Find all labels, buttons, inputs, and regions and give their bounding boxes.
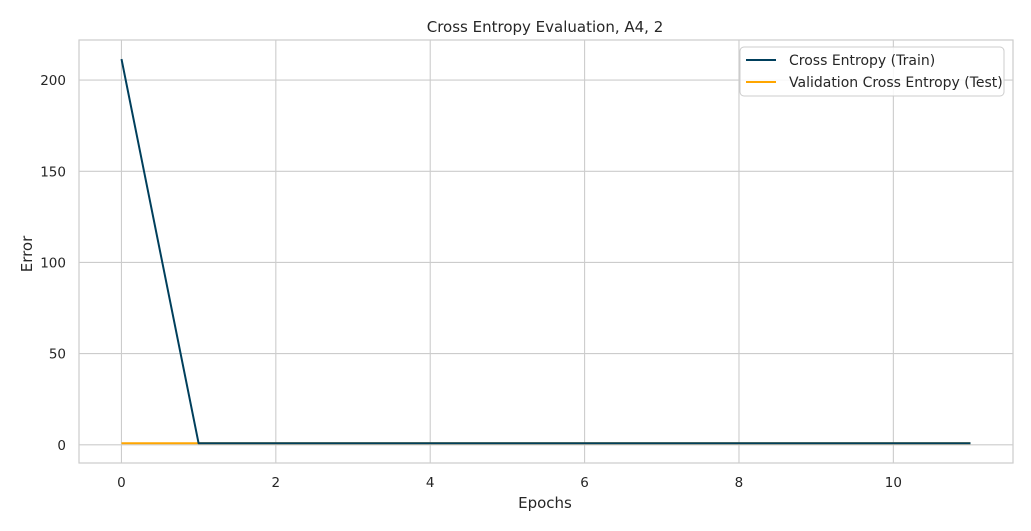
plot-frame <box>78 39 1014 464</box>
x-tick-label: 0 <box>117 475 126 491</box>
x-tick-label: 8 <box>735 475 744 491</box>
legend-label: Validation Cross Entropy (Test) <box>789 75 1003 91</box>
x-axis-label: Epochs <box>518 494 572 512</box>
series-line <box>120 58 971 445</box>
legend-box <box>739 46 1005 97</box>
series-layer <box>120 58 971 445</box>
x-tick-label: 10 <box>885 475 902 491</box>
y-tick-label: 150 <box>40 164 66 180</box>
y-tick-label: 0 <box>57 438 66 454</box>
legend-label: Cross Entropy (Train) <box>789 53 935 69</box>
x-tick-label: 4 <box>426 475 435 491</box>
chart-title: Cross Entropy Evaluation, A4, 2 <box>427 18 664 36</box>
legend: Cross Entropy (Train) Validation Cross En… <box>739 46 1005 97</box>
y-tick-label: 100 <box>40 255 66 271</box>
y-tick-label: 200 <box>40 73 66 89</box>
y-axis-label: Error <box>18 235 36 272</box>
x-tick-label: 2 <box>272 475 281 491</box>
y-tick-label: 50 <box>49 347 66 363</box>
x-tick-label: 6 <box>580 475 589 491</box>
grid <box>79 40 1013 463</box>
